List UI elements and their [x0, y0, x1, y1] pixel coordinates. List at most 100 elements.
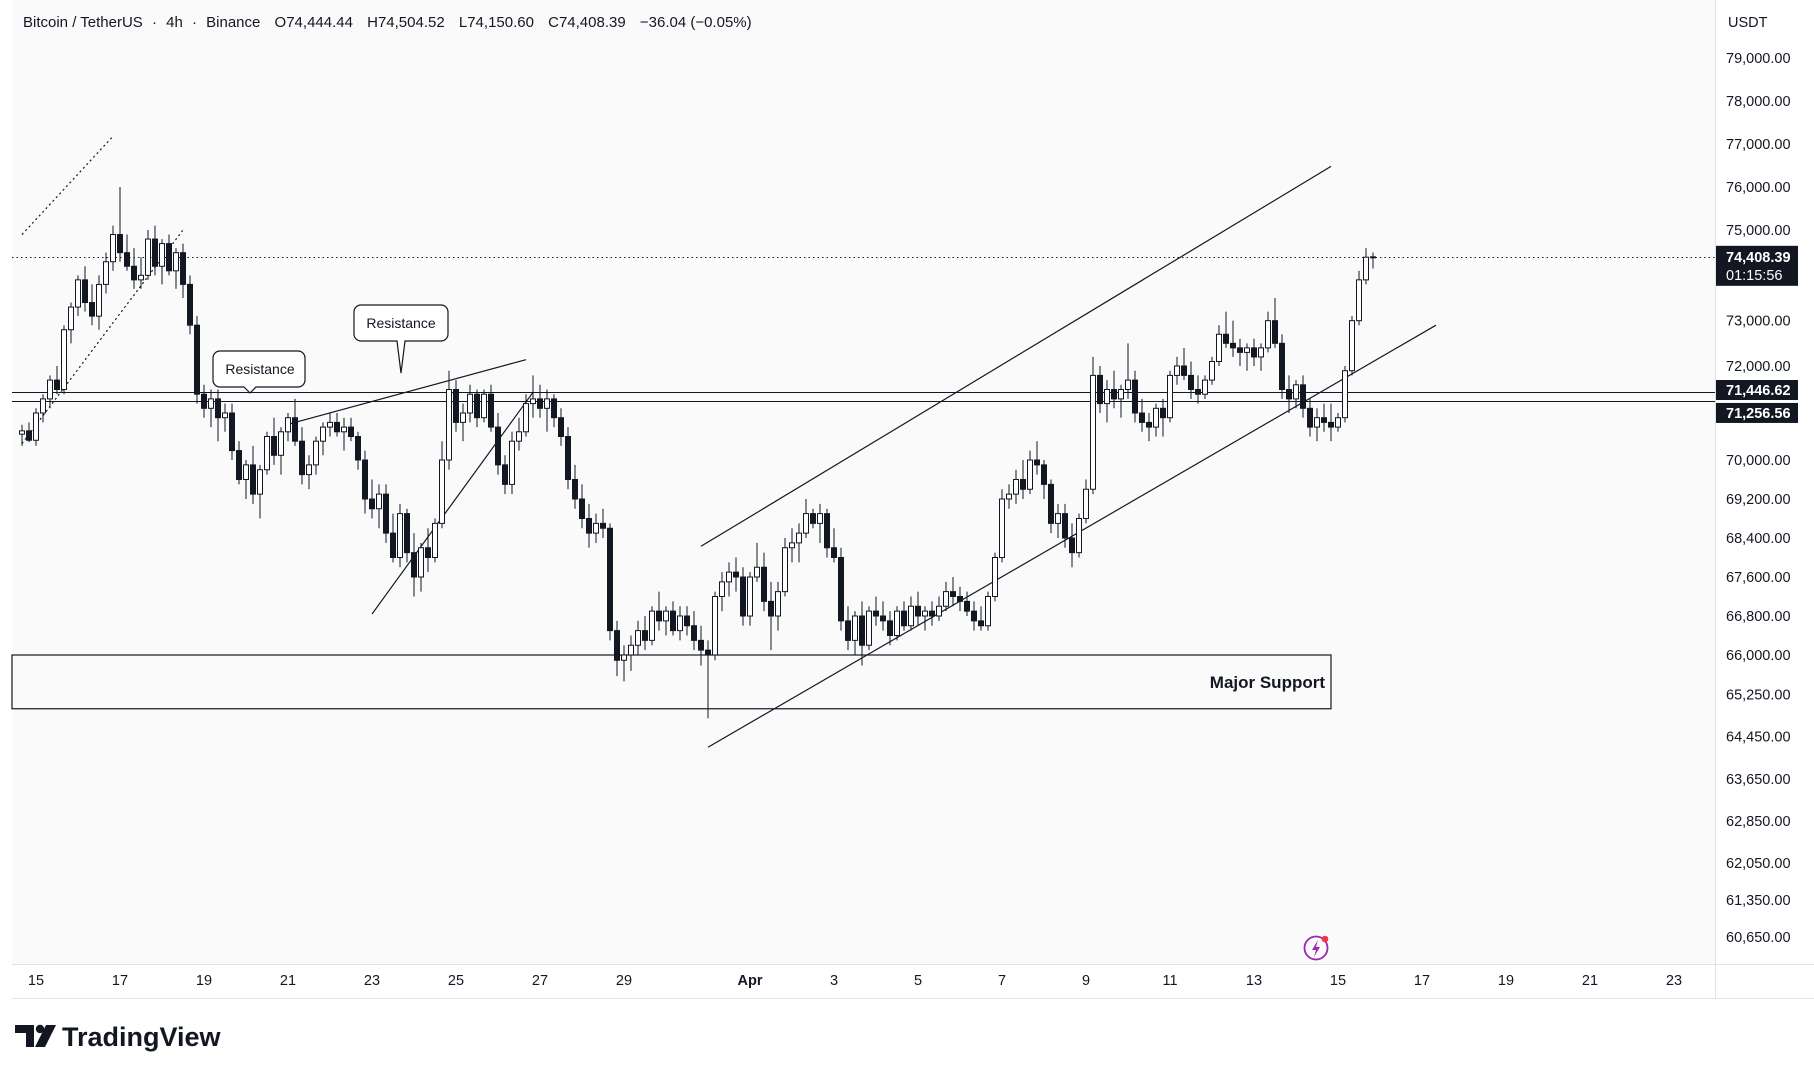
- candle-body: [859, 615, 865, 646]
- candle: [943, 581, 949, 612]
- price-tick-label: 62,050.00: [1726, 856, 1791, 872]
- candle: [761, 552, 767, 612]
- lightning-icon[interactable]: [1303, 935, 1329, 961]
- candle-body: [1062, 513, 1068, 539]
- candle: [1342, 366, 1348, 423]
- candle-body: [75, 279, 81, 308]
- candle-body: [320, 426, 326, 442]
- candle-body: [1125, 379, 1131, 391]
- header-exchange[interactable]: Binance: [206, 14, 260, 31]
- candle-body: [593, 522, 599, 534]
- candle-countdown: 01:15:56: [1726, 268, 1782, 284]
- time-tick-label: 19: [1498, 973, 1514, 989]
- major-support-rect[interactable]: [11, 654, 1332, 710]
- candle-body: [1223, 333, 1229, 344]
- candle-body: [467, 393, 473, 414]
- candle: [516, 417, 522, 451]
- resistance-callout-2[interactable]: Resistance: [353, 304, 449, 374]
- candle-body: [1286, 389, 1292, 400]
- currency-label[interactable]: USDT: [1728, 15, 1768, 31]
- candle: [187, 275, 193, 335]
- header-close: C74,408.39: [548, 14, 626, 31]
- candle: [698, 625, 704, 666]
- candle-body: [341, 426, 347, 433]
- header-interval[interactable]: 4h: [166, 14, 183, 31]
- candle-body: [579, 498, 585, 519]
- resistance-callout-2-bubble[interactable]: [353, 304, 449, 374]
- candle-body: [719, 581, 725, 597]
- time-tick-label: 3: [830, 973, 838, 989]
- time-tick-label: 19: [196, 973, 212, 989]
- candle: [117, 187, 123, 262]
- header-symbol[interactable]: Bitcoin / TetherUS: [23, 14, 143, 31]
- candle-body: [1321, 417, 1327, 423]
- candle-body: [306, 464, 312, 476]
- resistance-callout-1-bubble[interactable]: [212, 350, 306, 394]
- candle-body: [355, 436, 361, 461]
- candle-body: [1111, 389, 1117, 400]
- header-high: H74,504.52: [367, 14, 445, 31]
- candle: [1069, 523, 1075, 568]
- candle-body: [264, 436, 270, 471]
- time-tick-label: 25: [448, 973, 464, 989]
- brand-name[interactable]: TradingView: [62, 1022, 222, 1052]
- candle: [1314, 408, 1320, 442]
- candle: [390, 513, 396, 563]
- trendline-wedge-bottom[interactable]: [371, 391, 534, 615]
- time-tick-label: 17: [112, 973, 128, 989]
- candle: [1279, 334, 1285, 399]
- candle: [334, 413, 340, 437]
- candle-body: [572, 479, 578, 500]
- price-tick-label: 73,000.00: [1726, 314, 1791, 330]
- candle-body: [621, 654, 627, 661]
- time-axis-ticks[interactable]: 15 17 19 21 23 25 27 29 Apr 3 5 7 9 11 13 15 17 19 21 23: [28, 973, 1682, 989]
- candle-body: [1020, 479, 1026, 490]
- price-axis-ticks[interactable]: 79,000.00 78,000.00 77,000.00 76,000.00 75,0…: [1726, 51, 1791, 946]
- candle-body: [481, 393, 487, 419]
- candle: [40, 394, 46, 423]
- major-support-zone[interactable]: Major Support: [11, 654, 1332, 710]
- price-tick-label: 79,000.00: [1726, 51, 1791, 67]
- resistance-callout-1-label: Resistance: [225, 361, 294, 377]
- candle: [1265, 311, 1271, 353]
- candle-body: [936, 605, 942, 617]
- candle: [551, 394, 557, 428]
- last-price-tag: 74,408.39 01:15:56: [1716, 245, 1798, 286]
- candle-body: [1328, 421, 1334, 428]
- candle: [208, 389, 214, 428]
- candle-body: [1069, 537, 1075, 554]
- candle-body: [551, 398, 557, 419]
- candle-body: [334, 421, 340, 433]
- candle: [341, 417, 347, 451]
- candle: [418, 542, 424, 592]
- line-upper-tag-value: 71,446.62: [1726, 383, 1791, 399]
- header-open: O74,444.44: [275, 14, 353, 31]
- trendline-channel-top[interactable]: [700, 165, 1332, 547]
- candle: [285, 413, 291, 442]
- candle-body: [152, 238, 158, 267]
- candle-body: [607, 527, 613, 632]
- resistance-callout-1[interactable]: Resistance: [212, 350, 306, 394]
- candle-body: [54, 379, 60, 391]
- candle-body: [1335, 417, 1341, 428]
- candle-body: [817, 513, 823, 524]
- horizontal-lines[interactable]: [12, 392, 1715, 402]
- candle-body: [929, 610, 935, 617]
- candle: [369, 479, 375, 519]
- candle-body: [68, 306, 74, 331]
- candle-body: [558, 417, 564, 438]
- trendline-left-channel-top[interactable]: [21, 135, 114, 235]
- candle-body: [852, 615, 858, 641]
- trendline-wedge-top[interactable]: [287, 359, 527, 425]
- candle: [152, 225, 158, 276]
- candle-body: [1314, 417, 1320, 428]
- tradingview-logo-icon[interactable]: [15, 1024, 56, 1047]
- candle-body: [1272, 320, 1278, 344]
- candle: [124, 234, 130, 271]
- candle: [978, 606, 984, 631]
- time-tick-label: 7: [998, 973, 1006, 989]
- candle: [75, 275, 81, 317]
- candle: [642, 616, 648, 651]
- candle: [229, 403, 235, 460]
- candle-body: [222, 412, 228, 419]
